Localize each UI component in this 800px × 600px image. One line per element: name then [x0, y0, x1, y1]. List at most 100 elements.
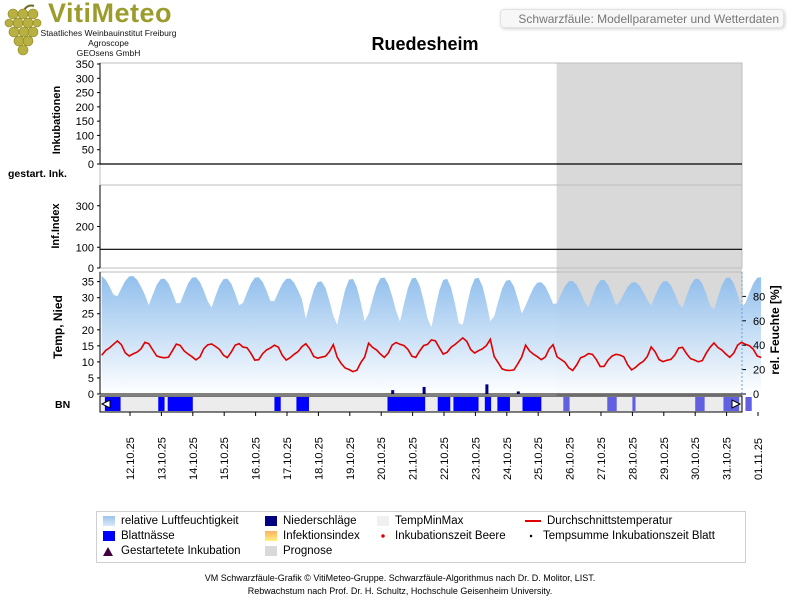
xtick-label: 17.10.25 — [282, 437, 294, 480]
legend-item-prognose: Prognose — [265, 545, 332, 557]
xtick-label: 13.10.25 — [156, 437, 168, 480]
legend: relative Luftfeuchtigkeit Niederschläge … — [96, 511, 746, 563]
temperature-line — [101, 336, 762, 373]
chart-title: Ruedesheim — [371, 34, 479, 54]
xtick-label: 21.10.25 — [408, 437, 420, 480]
bn-segment-1 — [158, 397, 165, 411]
org-line-1: Staatliches Weinbauinstitut Freiburg — [40, 28, 177, 38]
ink-ytick-label: 0 — [88, 159, 94, 171]
xtick-label: 16.10.25 — [251, 437, 263, 480]
rain-swatch-icon — [265, 516, 277, 526]
humidity-swatch-icon — [103, 516, 115, 526]
ylabel-rel-feuchte: rel. Feuchte [%] — [768, 285, 782, 375]
infindex-swatch-icon — [265, 531, 277, 541]
xtick-label: 28.10.25 — [627, 437, 639, 480]
temp-ytick-label: 5 — [88, 373, 94, 385]
bn-segment-10 — [522, 397, 542, 411]
ink-ytick-label: 50 — [82, 145, 94, 157]
xtick-label: 24.10.25 — [502, 437, 514, 480]
humidity-area — [101, 276, 762, 394]
xtick-label: 15.10.25 — [219, 437, 231, 480]
xtick-label: 12.10.25 — [125, 437, 137, 480]
rain-bar-3 — [516, 391, 520, 394]
bn-segment-12 — [607, 397, 617, 411]
ink-ytick-label: 150 — [76, 116, 94, 128]
bn-left-arrow-icon — [100, 399, 111, 409]
xtick-label: 31.10.25 — [722, 437, 734, 480]
temp-ytick-label: 10 — [82, 357, 94, 369]
temp-ytick-label: 0 — [88, 389, 94, 401]
bn-segment-14 — [695, 397, 705, 411]
xtick-label: 30.10.25 — [690, 437, 702, 480]
inf-ytick-label: 300 — [76, 201, 94, 213]
hum-ytick-label: 80 — [753, 291, 765, 303]
xtick-label: 19.10.25 — [345, 437, 357, 480]
xtick-label: 01.11.25 — [753, 438, 765, 480]
xtick-label: 29.10.25 — [659, 437, 671, 480]
temp-ytick-label: 30 — [82, 293, 94, 305]
xtick-label: 27.10.25 — [596, 437, 608, 480]
ylabel-bn: BN — [55, 399, 71, 411]
bn-right-arrow-icon — [731, 399, 742, 409]
ylabel-gestartet: gestart. Ink. — [8, 168, 67, 180]
red-dot-icon — [377, 531, 389, 541]
legend-item-humidity: relative Luftfeuchtigkeit — [103, 515, 239, 527]
temp-ytick-label: 20 — [82, 325, 94, 337]
xtick-label: 18.10.25 — [313, 437, 325, 480]
legend-item-triangle: Gestartetete Inkubation — [103, 545, 241, 557]
xtick-label: 23.10.25 — [470, 437, 482, 480]
ylabel-temp-nied: Temp, Nied — [51, 295, 65, 359]
org-line-3: GEOsens GmbH — [76, 48, 141, 58]
leaf-swatch-icon — [103, 531, 115, 541]
bn-segment-8 — [484, 397, 492, 411]
footer-credit-2: Rebwachstum nach Prof. Dr. H. Schultz, H… — [247, 586, 553, 596]
ink-ytick-label: 250 — [76, 88, 94, 100]
hum-ytick-label: 40 — [753, 340, 765, 352]
hum-ytick-label: 0 — [753, 389, 759, 401]
black-dot-icon — [525, 531, 537, 541]
legend-item-infindex: Infektionsindex — [265, 530, 360, 542]
hum-ytick-label: 20 — [753, 365, 765, 377]
inf-ytick-label: 0 — [88, 263, 94, 275]
bn-segment-4 — [296, 397, 309, 411]
tempminmax-swatch-icon — [377, 516, 389, 526]
xtick-label: 14.10.25 — [188, 437, 200, 480]
rain-bar-2 — [485, 384, 489, 394]
org-line-2: Agroscope — [88, 38, 129, 48]
bn-segment-5 — [387, 397, 426, 411]
ylabel-inkubationen: Inkubationen — [51, 85, 63, 155]
legend-item-rain: Niederschläge — [265, 515, 357, 527]
bn-segment-13 — [632, 397, 636, 411]
ink-ytick-label: 350 — [76, 59, 94, 71]
schwarzfaeule-chart: 0501001502002503003500100200300051015202… — [76, 59, 766, 480]
bn-segment-9 — [497, 397, 510, 411]
hum-ytick-label: 60 — [753, 316, 765, 328]
legend-item-reddot: Inkubationszeit Beere — [377, 530, 506, 542]
temp-ytick-label: 25 — [82, 309, 94, 321]
legend-item-blackdot: Tempsumme Inkubationszeit Blatt — [525, 530, 715, 542]
bn-segment-15 — [723, 397, 740, 411]
temp-ytick-label: 15 — [82, 341, 94, 353]
logo-text: VitiMeteo — [48, 0, 173, 28]
bn-segment-2 — [167, 397, 193, 411]
ink-ytick-label: 100 — [76, 130, 94, 142]
triangle-icon — [103, 546, 113, 556]
logo-grape-icon — [4, 4, 44, 60]
temp-ytick-label: 35 — [82, 277, 94, 289]
templine-swatch-icon — [525, 520, 541, 522]
xtick-label: 25.10.25 — [533, 437, 545, 480]
rain-bar-0 — [391, 390, 395, 394]
page-subtitle: Schwarzfäule: Modellparameter und Wetter… — [500, 9, 784, 28]
ink-ytick-label: 300 — [76, 73, 94, 85]
prognose-swatch-icon — [265, 546, 277, 556]
ink-ytick-label: 200 — [76, 102, 94, 114]
xtick-label: 26.10.25 — [565, 437, 577, 480]
legend-item-templine: Durchschnittstemperatur — [525, 515, 672, 527]
footer-credit-1: VM Schwarzfäule-Grafik © VitiMeteo-Grupp… — [204, 573, 596, 583]
bn-segment-11 — [563, 397, 570, 411]
inf-ytick-label: 100 — [76, 242, 94, 254]
xtick-label: 20.10.25 — [376, 437, 388, 480]
ylabel-infindex: Inf.Index — [50, 203, 62, 249]
bn-segment-7 — [453, 397, 479, 411]
legend-item-tempminmax: TempMinMax — [377, 515, 463, 527]
